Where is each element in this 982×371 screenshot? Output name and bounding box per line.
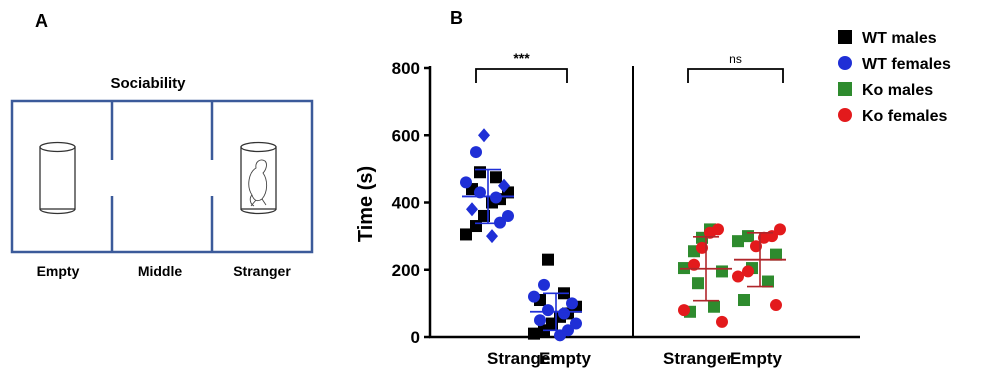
- wt-males-point: [528, 327, 540, 340]
- legend-label-wt-males: WT males: [862, 30, 937, 47]
- ko-females-point: [688, 258, 700, 271]
- ko-females-point: [750, 240, 762, 253]
- ko-males-point: [762, 275, 774, 288]
- sociability-title: Sociability: [110, 75, 186, 92]
- chart-legend: WT males WT females Ko males Ko females: [838, 30, 951, 125]
- legend-label-ko-males: Ko males: [862, 82, 933, 99]
- panel-a: A Sociability Empty Middle Stranger: [10, 11, 314, 279]
- chart-marks: [460, 128, 786, 342]
- ko-males-point: [692, 277, 704, 290]
- wt-females-point: [486, 229, 498, 244]
- y-tick-label: 600: [392, 126, 420, 145]
- legend-label-ko-females: Ko females: [862, 108, 947, 125]
- mouse-cylinder-icon: [240, 141, 277, 215]
- ko-females-point: [732, 270, 744, 283]
- wt-females-point: [542, 304, 554, 317]
- ko-females-point: [678, 304, 690, 317]
- ko-females-point: [770, 299, 782, 312]
- wt-females-point: [460, 176, 472, 189]
- wt-females-point: [474, 186, 486, 199]
- legend-marker-wt-males: [838, 30, 852, 44]
- wt-males-point: [478, 209, 490, 222]
- ko-males-point: [742, 230, 754, 243]
- wt-females-point: [538, 278, 550, 291]
- wt-males-point: [460, 228, 472, 241]
- significance-label: ns: [729, 52, 742, 66]
- wt-males-point: [490, 171, 502, 184]
- wt-females-point: [478, 128, 490, 143]
- y-tick-label: 200: [392, 261, 420, 280]
- y-tick-label: 800: [392, 59, 420, 78]
- legend-marker-wt-females: [838, 56, 852, 70]
- x-category-label: Stranger: [663, 349, 733, 368]
- ko-males-point: [770, 248, 782, 261]
- chamber-label-middle: Middle: [138, 263, 183, 279]
- legend-label-wt-females: WT females: [862, 56, 951, 73]
- ko-females-point: [742, 265, 754, 278]
- wt-females-point: [534, 314, 546, 327]
- ko-females-point: [696, 241, 708, 254]
- panel-a-letter: A: [35, 11, 48, 31]
- wt-females-point: [498, 178, 510, 193]
- wt-females-point: [566, 297, 578, 310]
- significance-bracket: [687, 68, 784, 83]
- wt-females-point: [570, 317, 582, 330]
- panel-b-letter: B: [450, 8, 463, 28]
- wt-females-point: [502, 209, 514, 222]
- x-category-label: Stranger: [487, 349, 557, 368]
- chamber-label-empty: Empty: [37, 263, 80, 279]
- wt-males-point: [474, 166, 486, 179]
- wt-females-point: [490, 191, 502, 204]
- significance-bracket: [475, 68, 568, 83]
- legend-marker-ko-females: [838, 108, 852, 122]
- y-tick-label: 400: [392, 194, 420, 213]
- wt-females-point: [558, 307, 570, 320]
- ko-males-point: [708, 300, 720, 313]
- wt-males-point: [542, 253, 554, 266]
- ko-males-point: [738, 294, 750, 307]
- legend-marker-ko-males: [838, 82, 852, 96]
- chamber-label-stranger: Stranger: [233, 263, 291, 279]
- y-tick-label: 0: [411, 328, 420, 347]
- ko-females-point: [716, 315, 728, 328]
- wt-females-point: [466, 202, 478, 217]
- wt-females-point: [470, 146, 482, 159]
- chamber-outline: [10, 99, 314, 254]
- ko-females-point: [712, 223, 724, 236]
- ko-males-point: [716, 265, 728, 278]
- significance-label: ***: [513, 50, 530, 66]
- ko-males-point: [732, 235, 744, 248]
- three-chamber-apparatus: [10, 99, 314, 254]
- x-category-label: Empty: [539, 349, 592, 368]
- wt-females-point: [528, 290, 540, 303]
- ko-females-point: [774, 223, 786, 236]
- y-axis-label: Time (s): [355, 166, 377, 242]
- x-category-label: Empty: [730, 349, 783, 368]
- empty-cylinder-icon: [39, 141, 76, 215]
